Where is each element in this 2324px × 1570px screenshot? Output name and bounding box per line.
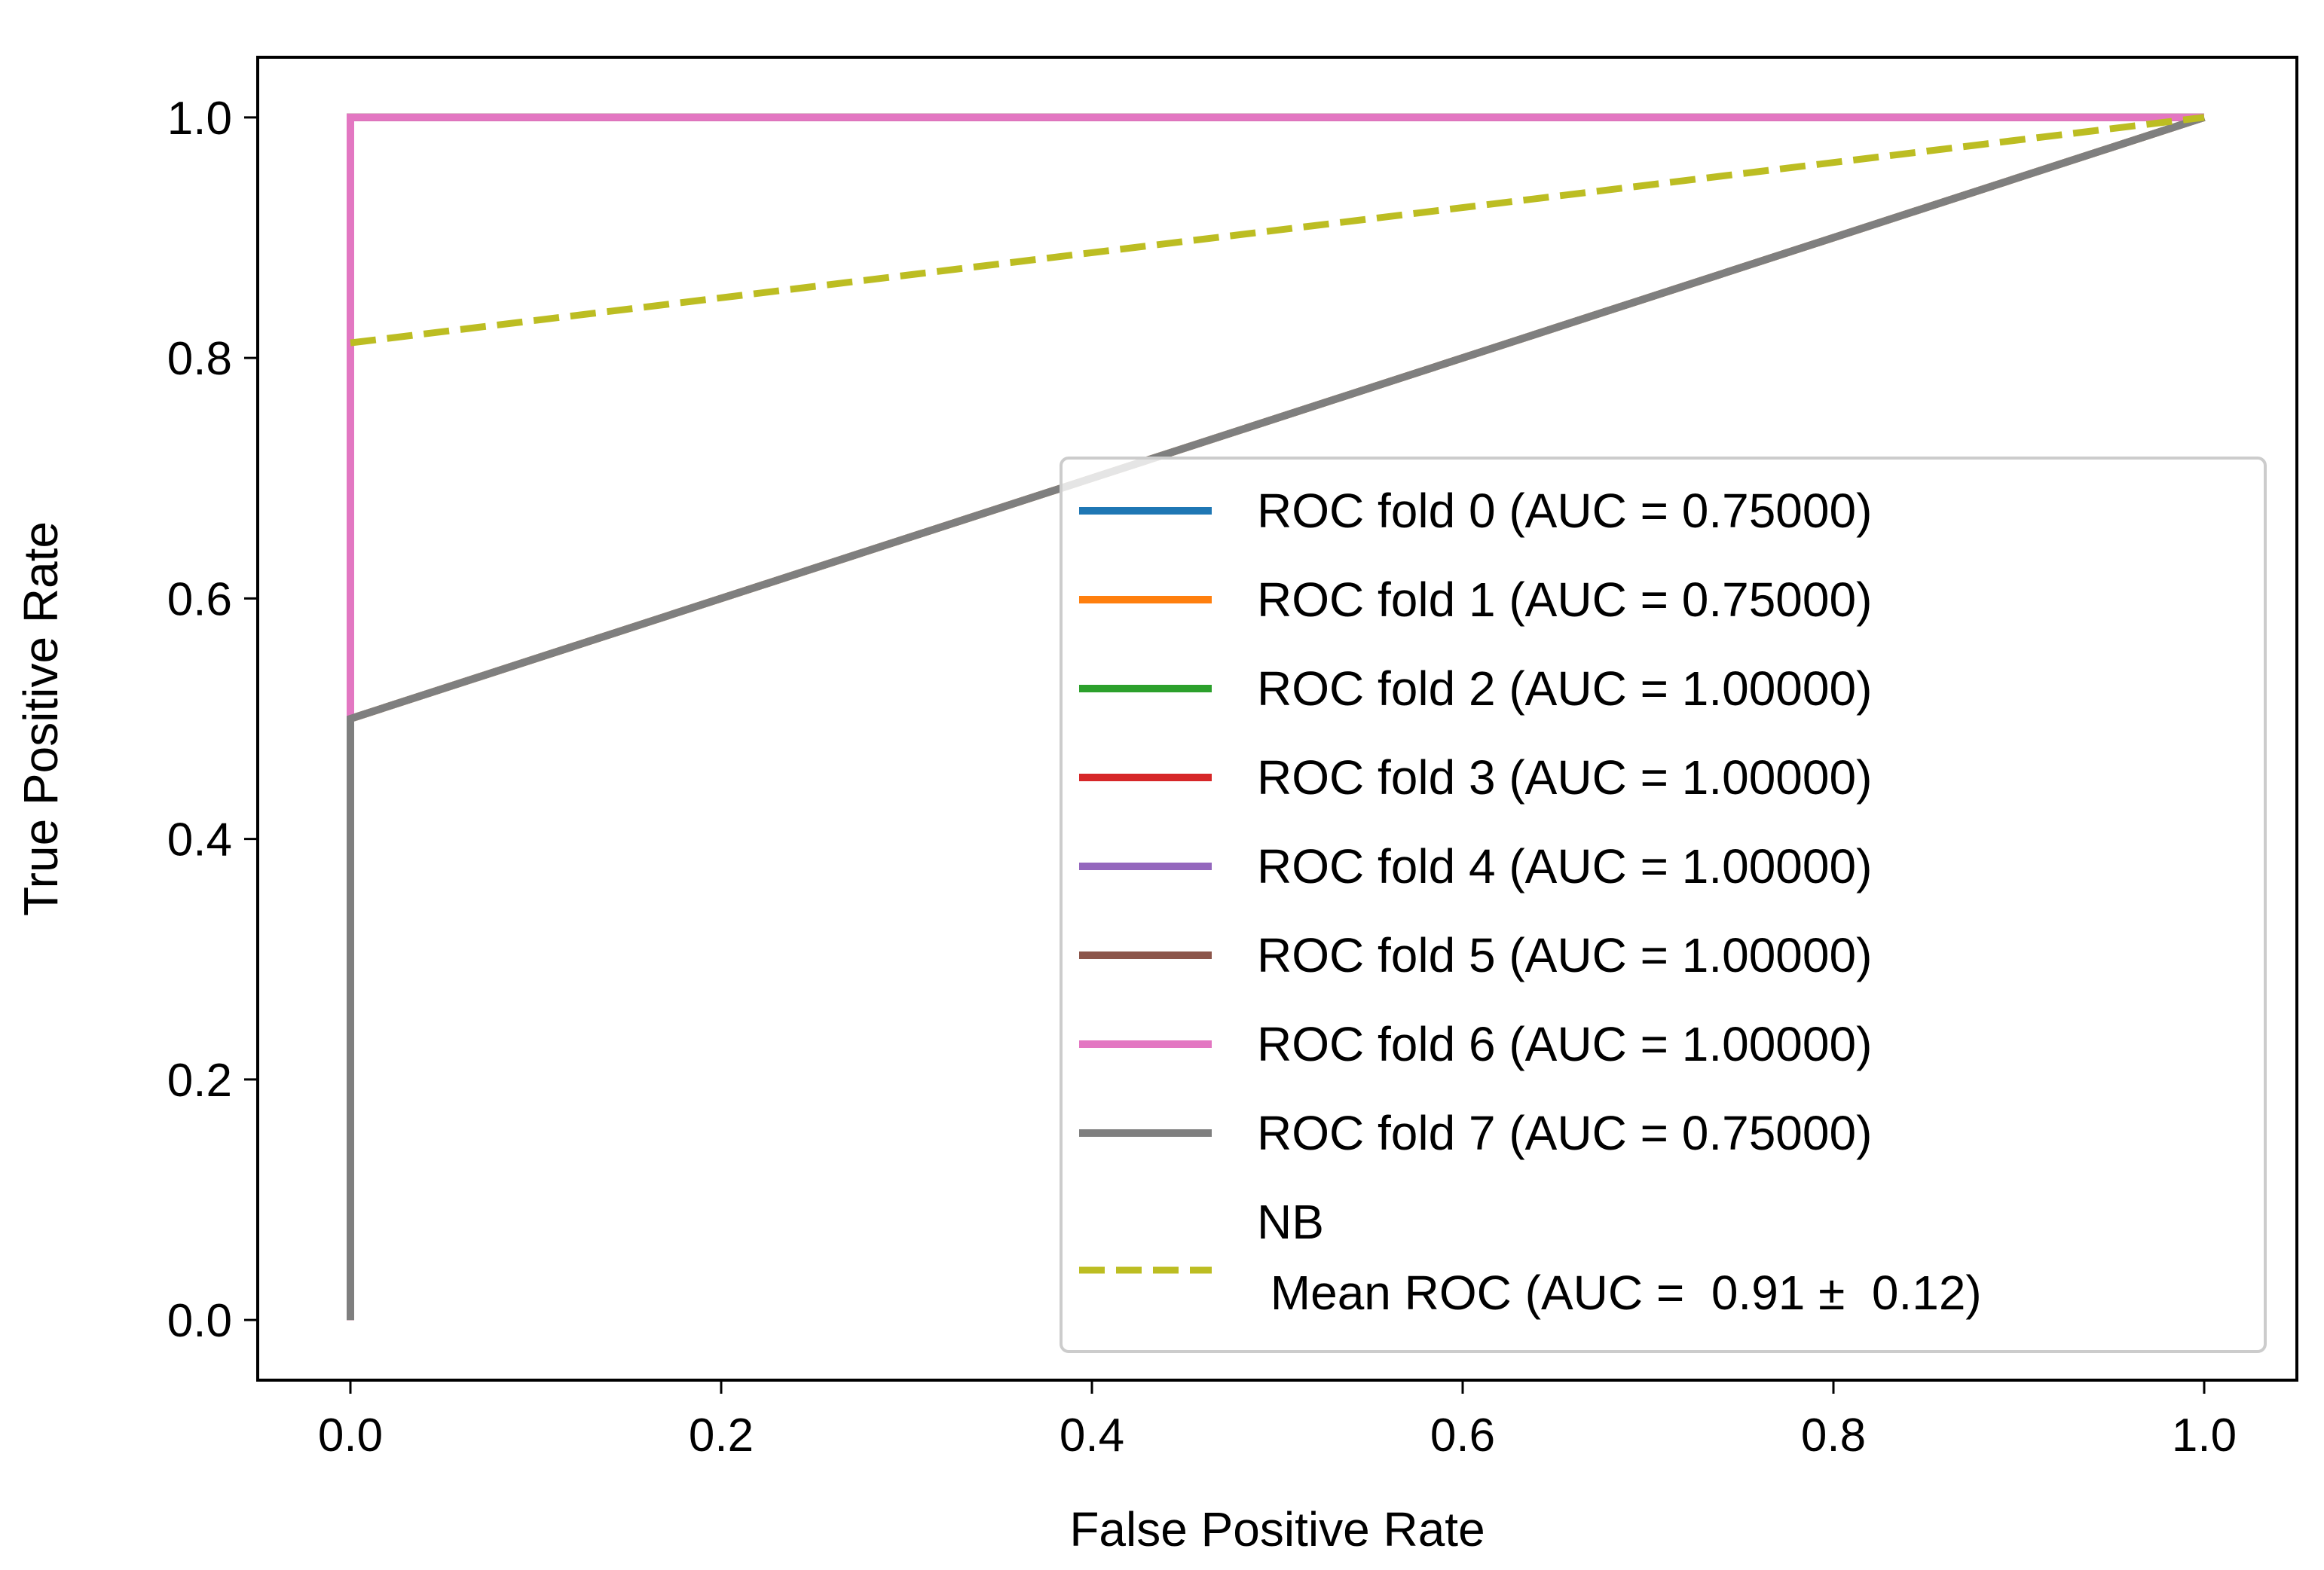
series-layer <box>347 113 2206 1321</box>
legend-label-line: Mean ROC (AUC = 0.91 ± 0.12) <box>1257 1266 1982 1320</box>
x-tick-label: 0.2 <box>689 1410 754 1462</box>
x-tick-label: 0.6 <box>1430 1410 1495 1462</box>
legend-label-7: ROC fold 7 (AUC = 0.75000) <box>1257 1106 1872 1160</box>
y-tick-label: 0.6 <box>167 573 232 625</box>
legend-label-6: ROC fold 6 (AUC = 1.00000) <box>1257 1017 1872 1071</box>
y-axis-label: True Positive Rate <box>14 521 68 916</box>
series-line-8 <box>350 114 2205 347</box>
y-tick-label: 0.8 <box>167 333 232 385</box>
x-tick-label: 0.0 <box>318 1410 383 1462</box>
legend-label-5: ROC fold 5 (AUC = 1.00000) <box>1257 928 1872 982</box>
legend-label-line: NB <box>1257 1195 1324 1249</box>
plot-frame <box>256 56 2298 1382</box>
legend-label-2: ROC fold 2 (AUC = 1.00000) <box>1257 661 1872 716</box>
x-tick-label: 0.4 <box>1060 1410 1124 1462</box>
x-axis-label: False Positive Rate <box>1069 1502 1485 1556</box>
legend-label-3: ROC fold 3 (AUC = 1.00000) <box>1257 750 1872 805</box>
legend-label-0: ROC fold 0 (AUC = 0.75000) <box>1257 484 1872 538</box>
axes-layer: 0.0 0.2 0.4 0.6 0.8 1.0 0.0 0.2 0.4 0.6 0.8 1.0 <box>167 56 2298 1462</box>
y-tick-label: 0.2 <box>167 1055 232 1107</box>
legend-label-1: ROC fold 1 (AUC = 0.75000) <box>1257 573 1872 627</box>
legend-label-8: NB Mean ROC (AUC = 0.91 ± 0.12) <box>1257 1195 1982 1320</box>
y-tick-label: 1.0 <box>167 93 232 145</box>
legend: ROC fold 0 (AUC = 0.75000) ROC fold 1 (AU… <box>1060 457 2267 1353</box>
y-tick-label: 0.0 <box>167 1295 232 1347</box>
y-tick-label: 0.4 <box>167 814 232 866</box>
x-tick-label: 0.8 <box>1801 1410 1866 1462</box>
legend-box <box>1060 457 2267 1353</box>
series-line-7 <box>347 114 2206 1321</box>
legend-label-4: ROC fold 4 (AUC = 1.00000) <box>1257 839 1872 893</box>
x-tick-label: 1.0 <box>2172 1410 2237 1462</box>
